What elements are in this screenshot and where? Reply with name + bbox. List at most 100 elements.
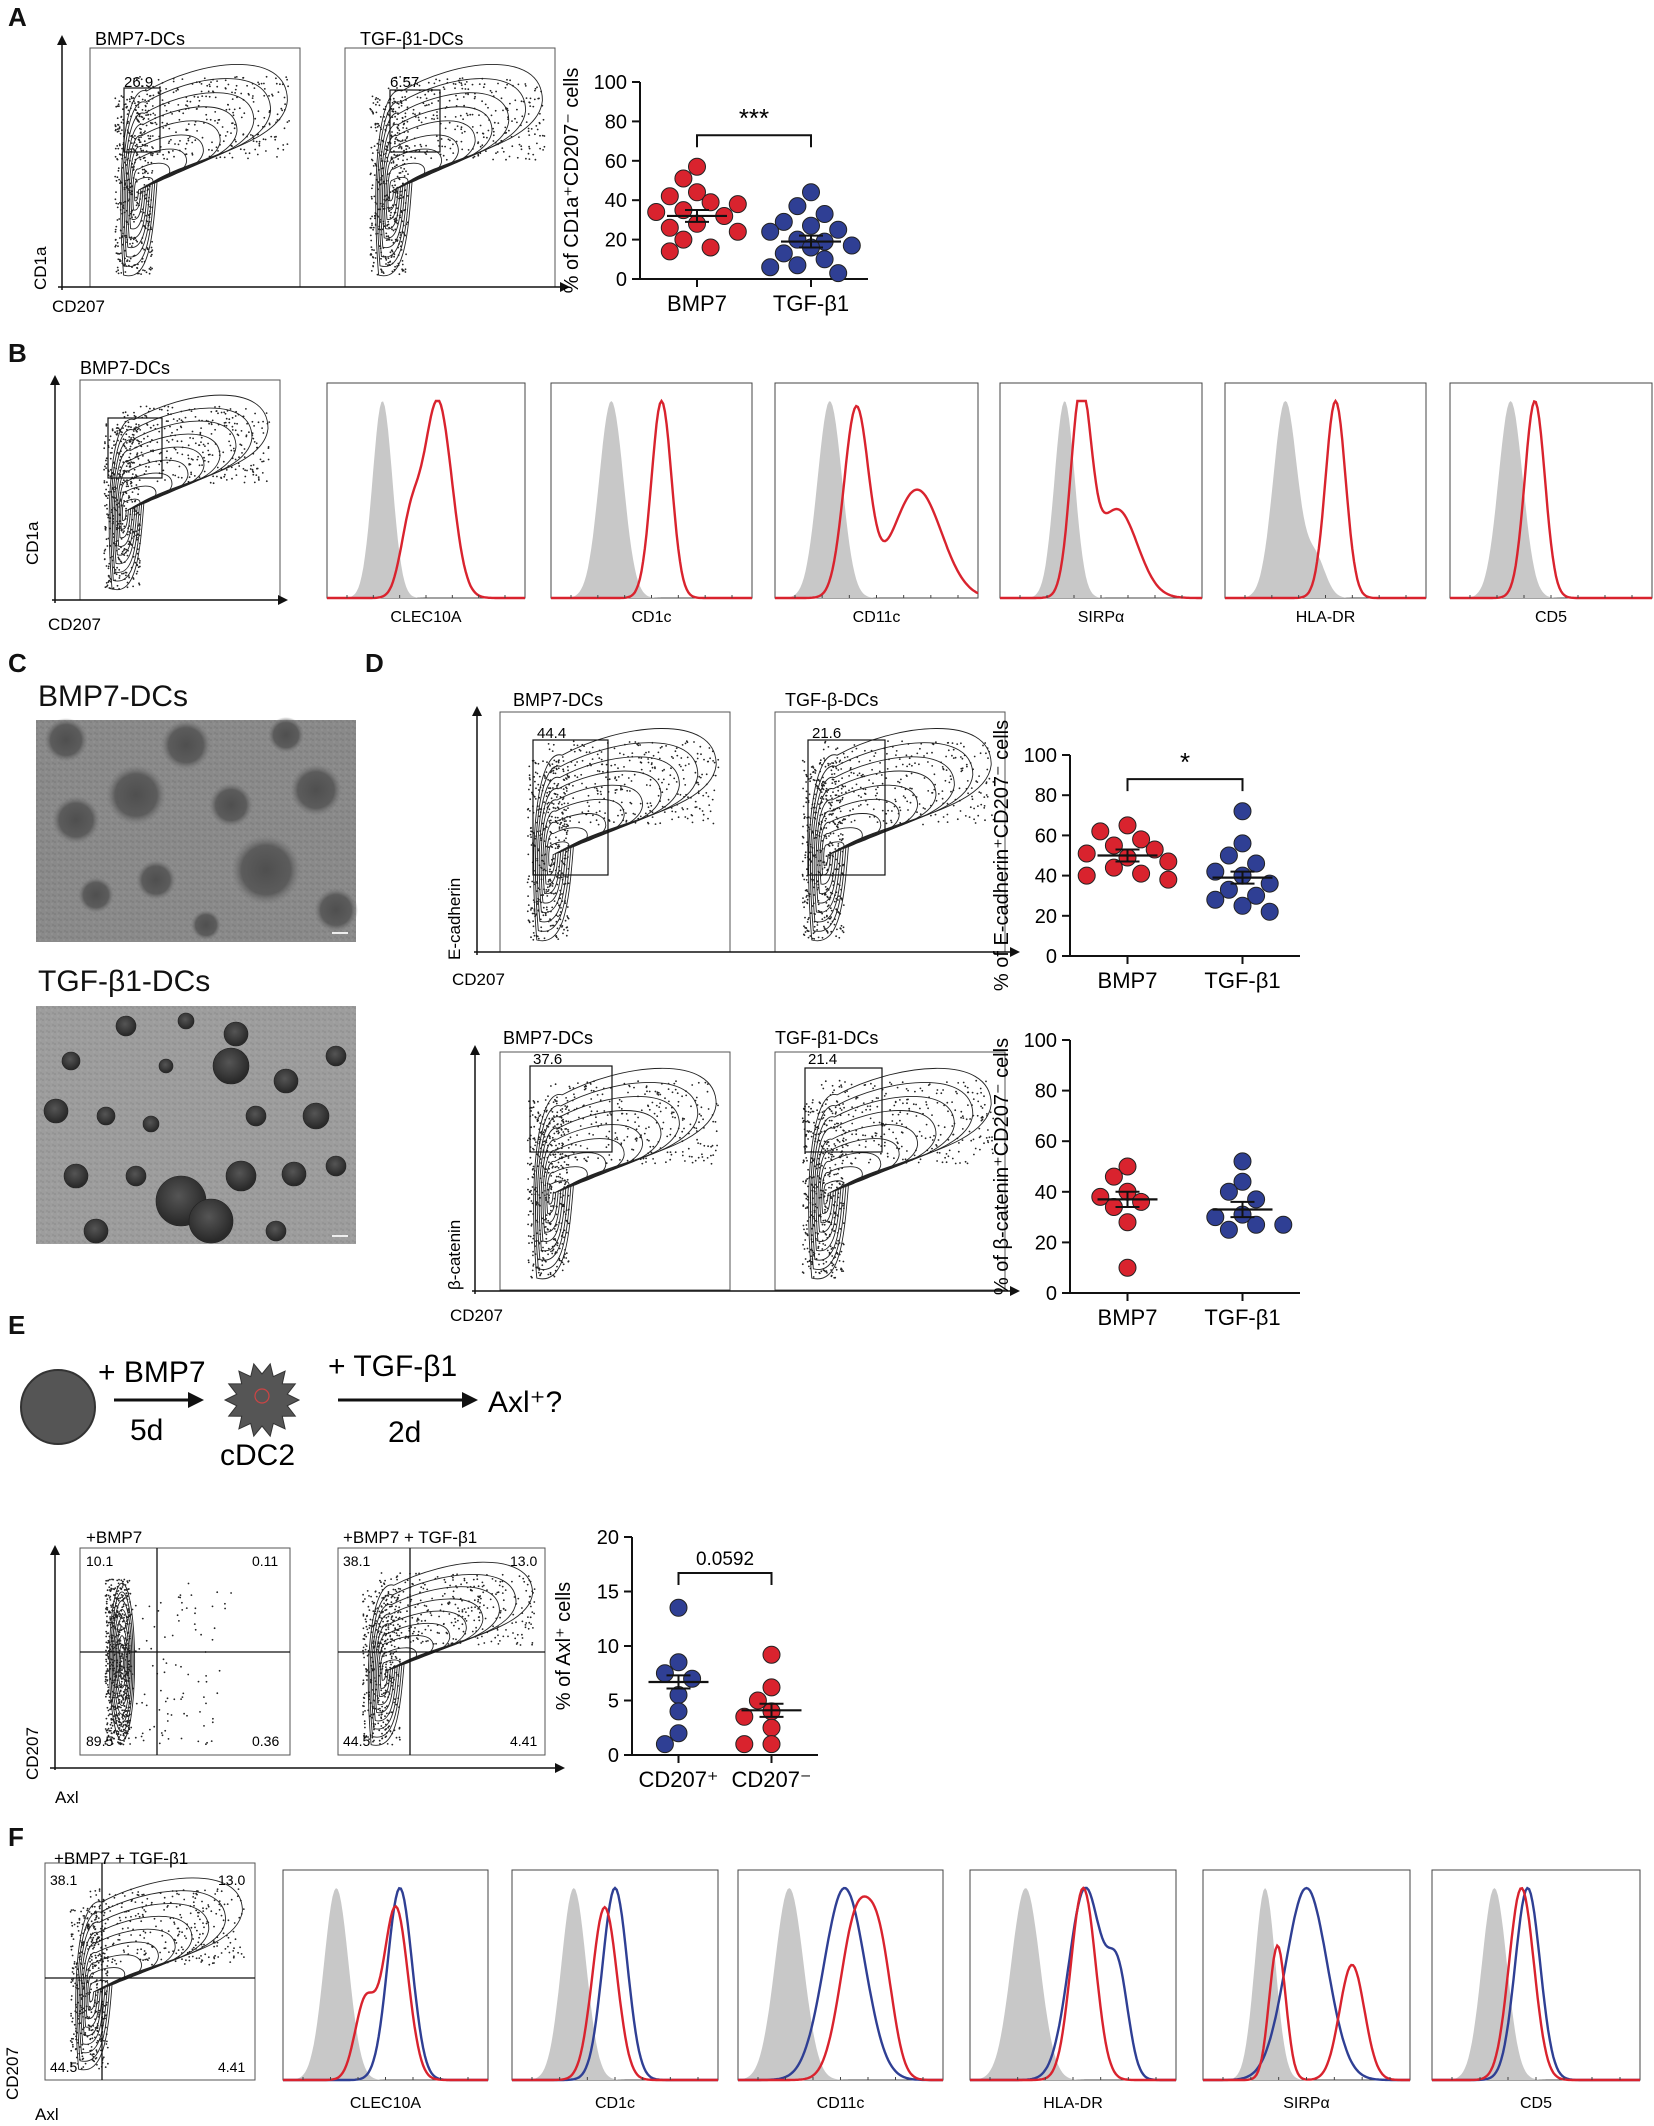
y-tick-label: 100 — [1024, 745, 1057, 767]
panel-letter-a: A — [8, 2, 27, 32]
y-tick-label: 20 — [1035, 1232, 1057, 1254]
data-point — [701, 238, 720, 257]
cell-cluster — [281, 1161, 307, 1187]
panel-letter-d: D — [365, 648, 384, 678]
isotype-histogram — [738, 1888, 943, 2080]
flow-d-bottom-right-gate: 21.4 — [808, 1051, 837, 1068]
data-point — [674, 230, 693, 249]
significance-label: * — [1180, 747, 1190, 777]
cell-cluster — [106, 765, 166, 825]
data-point — [774, 244, 793, 263]
data-point — [1077, 844, 1096, 863]
data-point — [1206, 890, 1225, 909]
histogram-label: CD1c — [595, 2095, 635, 2112]
flow-d-bottom-xlabel: CD207 — [450, 1306, 503, 1325]
flow-f-title: +BMP7 + TGF-β1 — [54, 1849, 188, 1868]
contour-lines — [120, 64, 288, 277]
data-point — [728, 222, 747, 241]
data-point — [1104, 858, 1123, 877]
flow-e-x-arrowhead — [555, 1763, 565, 1773]
marker-histogram — [738, 1895, 943, 2082]
flow-a-right-title: TGF-β1-DCs — [360, 29, 463, 49]
flow-plot-e-right — [337, 1547, 546, 1756]
histogram-label: SIRPα — [1078, 609, 1125, 626]
data-point — [701, 193, 720, 212]
marker-histogram — [283, 1904, 488, 2082]
gate-box — [529, 1065, 613, 1153]
data-point — [815, 205, 834, 223]
data-point — [1132, 830, 1151, 849]
significance-label: 0.0592 — [696, 1549, 754, 1570]
data-point — [1159, 852, 1178, 871]
data-point — [1274, 1215, 1293, 1234]
data-point — [1145, 840, 1164, 859]
data-point — [1118, 1157, 1137, 1176]
flow-plot-b — [79, 379, 281, 601]
data-point — [761, 222, 780, 241]
gate-box — [123, 87, 161, 153]
data-point — [1247, 1190, 1266, 1209]
contour-lines — [808, 728, 992, 942]
x-tick-label: CD207⁺ — [638, 1767, 718, 1792]
significance-bracket — [696, 134, 812, 148]
isotype-histogram — [1450, 401, 1652, 598]
x-tick-label: TGF-β1 — [1204, 1305, 1280, 1330]
schematic-step2: + TGF-β1 — [328, 1350, 457, 1383]
data-point — [761, 258, 780, 277]
data-point — [1219, 1220, 1238, 1239]
panel-e-flow-plots: +BMP7 +BMP7 + TGF-β1 10.1 0.11 89.5 0.36… — [23, 1528, 565, 1807]
isotype-histogram — [970, 1888, 1176, 2080]
contour-lines — [367, 1561, 534, 1746]
y-tick-label: 60 — [605, 151, 627, 173]
isotype-histogram — [1203, 1888, 1410, 2080]
flow-e-right-title: +BMP7 + TGF-β1 — [343, 1528, 477, 1547]
data-point — [762, 1678, 781, 1697]
histogram-cd1c: CD1c — [511, 1869, 719, 2112]
dot-plot-d-bottom: 0 20 40 60 80 100 % of β-catenin⁺CD207⁻ cells B… — [991, 1030, 1300, 1330]
monocyte-cell — [20, 1369, 96, 1445]
flow-plot-a-left — [89, 47, 301, 288]
data-point — [1260, 902, 1279, 921]
panel-letter-f: F — [8, 1822, 24, 1852]
cell-cluster — [161, 720, 211, 770]
contour-lines — [108, 1582, 136, 1742]
cell-cluster — [231, 835, 301, 905]
data-point — [1118, 1213, 1137, 1232]
flow-plot-d-top-left — [499, 711, 731, 953]
y-axis-label: % of β-catenin⁺CD207⁻ cells — [991, 1038, 1013, 1295]
flow-a-x-arrowhead — [560, 282, 570, 292]
histogram-frame — [1449, 382, 1653, 599]
y-axis-label: % of E-cadherin⁺CD207⁻ cells — [991, 720, 1013, 991]
histogram-label: HLA-DR — [1043, 2095, 1103, 2112]
gate-box — [107, 417, 163, 479]
flow-e-xlabel: Axl — [55, 1788, 79, 1807]
x-tick-label: TGF-β1 — [1204, 968, 1280, 993]
dot-plot-d-top: 0 20 40 60 80 100 % of E-cadherin⁺CD207⁻ cells… — [991, 720, 1300, 993]
data-point — [1233, 1172, 1252, 1191]
data-point — [647, 203, 666, 221]
cell-cluster — [265, 1220, 287, 1242]
y-tick-label: 40 — [605, 190, 627, 212]
data-point — [1219, 1182, 1238, 1201]
flow-e-y-arrowhead — [50, 1545, 60, 1555]
cell-cluster — [325, 1155, 347, 1177]
micrograph-bmp7-label: BMP7-DCs — [38, 680, 189, 713]
gate-box — [804, 1067, 883, 1153]
y-tick-label: 20 — [597, 1527, 619, 1549]
plot-frame — [344, 47, 556, 288]
y-tick-label: 20 — [605, 230, 627, 252]
flow-f-q2: 13.0 — [218, 1872, 245, 1888]
flow-e-left-q4: 0.36 — [252, 1733, 279, 1749]
histogram-clec10a: CLEC10A — [326, 382, 526, 626]
cell-cluster — [96, 1106, 116, 1126]
micrograph-tgf — [36, 1006, 356, 1244]
data-point — [669, 1598, 688, 1617]
cell-cluster — [43, 1098, 69, 1124]
flow-f-q3: 44.5 — [50, 2059, 77, 2075]
cell-cluster — [268, 717, 304, 753]
data-point — [1219, 846, 1238, 865]
flow-d-bottom-ylabel: β-catenin — [445, 1220, 464, 1290]
cell-cluster — [245, 1105, 267, 1127]
data-point — [655, 1735, 674, 1754]
data-point — [660, 242, 679, 261]
